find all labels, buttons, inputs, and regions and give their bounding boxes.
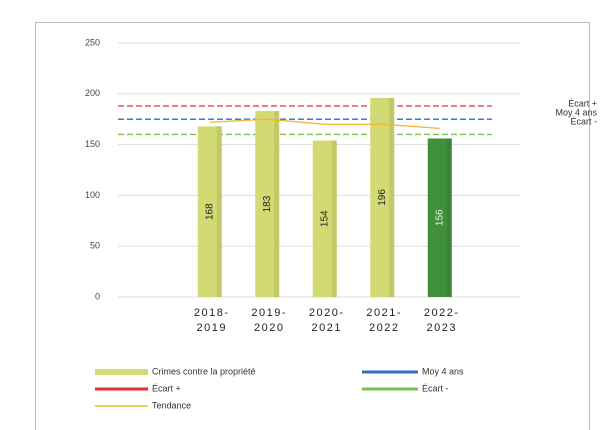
x-tick-line: 2020	[254, 322, 284, 334]
x-tick-line: 2019	[197, 322, 227, 334]
legend-label: Moy 4 ans	[422, 366, 464, 376]
data-label: 168	[204, 203, 215, 220]
y-tick-label: 100	[85, 190, 100, 200]
data-label: 156	[434, 209, 445, 226]
x-tick-line: 2020-	[309, 307, 345, 319]
bar-shade	[331, 140, 337, 297]
x-tick-line: 2022	[369, 322, 399, 334]
reference-label: Écart +	[568, 98, 597, 108]
y-tick-label: 200	[85, 88, 100, 98]
x-tick-line: 2019-	[251, 307, 287, 319]
x-tick-line: 2022-	[424, 307, 460, 319]
legend-label: Crimes contre la propriété	[152, 366, 256, 376]
reference-label: Moy 4 ans	[555, 107, 597, 117]
bar-shade	[446, 138, 452, 297]
legend-label: Écart -	[422, 383, 449, 393]
bar	[312, 140, 337, 297]
x-tick-label: 2020- 2021	[309, 307, 345, 334]
data-label: 196	[377, 189, 388, 206]
bar-shade	[216, 126, 222, 297]
x-tick-label: 2022- 2023	[424, 307, 460, 334]
y-tick-label: 150	[85, 139, 100, 149]
x-tick-line: 2018-	[194, 307, 230, 319]
y-tick-label: 0	[95, 291, 100, 301]
bar	[197, 126, 222, 297]
y-tick-label: 50	[90, 241, 100, 251]
x-tick-line: 2021-	[366, 307, 402, 319]
x-tick-label: 2021- 2022	[366, 307, 402, 334]
y-tick-label: 250	[85, 37, 100, 47]
x-tick-line: 2023	[427, 322, 457, 334]
x-tick-label: 2019- 2020	[251, 307, 287, 334]
bar-shade	[389, 97, 395, 297]
bar	[370, 97, 395, 297]
data-label: 154	[319, 210, 330, 227]
legend-label: Tendance	[152, 400, 191, 410]
reference-label: Écart -	[570, 116, 597, 126]
legend-label: Écart +	[152, 383, 181, 393]
trend-line	[209, 118, 440, 129]
x-tick-line: 2021	[312, 322, 342, 334]
bar	[255, 111, 280, 298]
data-label: 183	[262, 195, 273, 212]
bar	[427, 138, 452, 297]
bar-shade	[274, 111, 280, 298]
chart-frame	[35, 22, 590, 430]
x-tick-label: 2018- 2019	[194, 307, 230, 334]
